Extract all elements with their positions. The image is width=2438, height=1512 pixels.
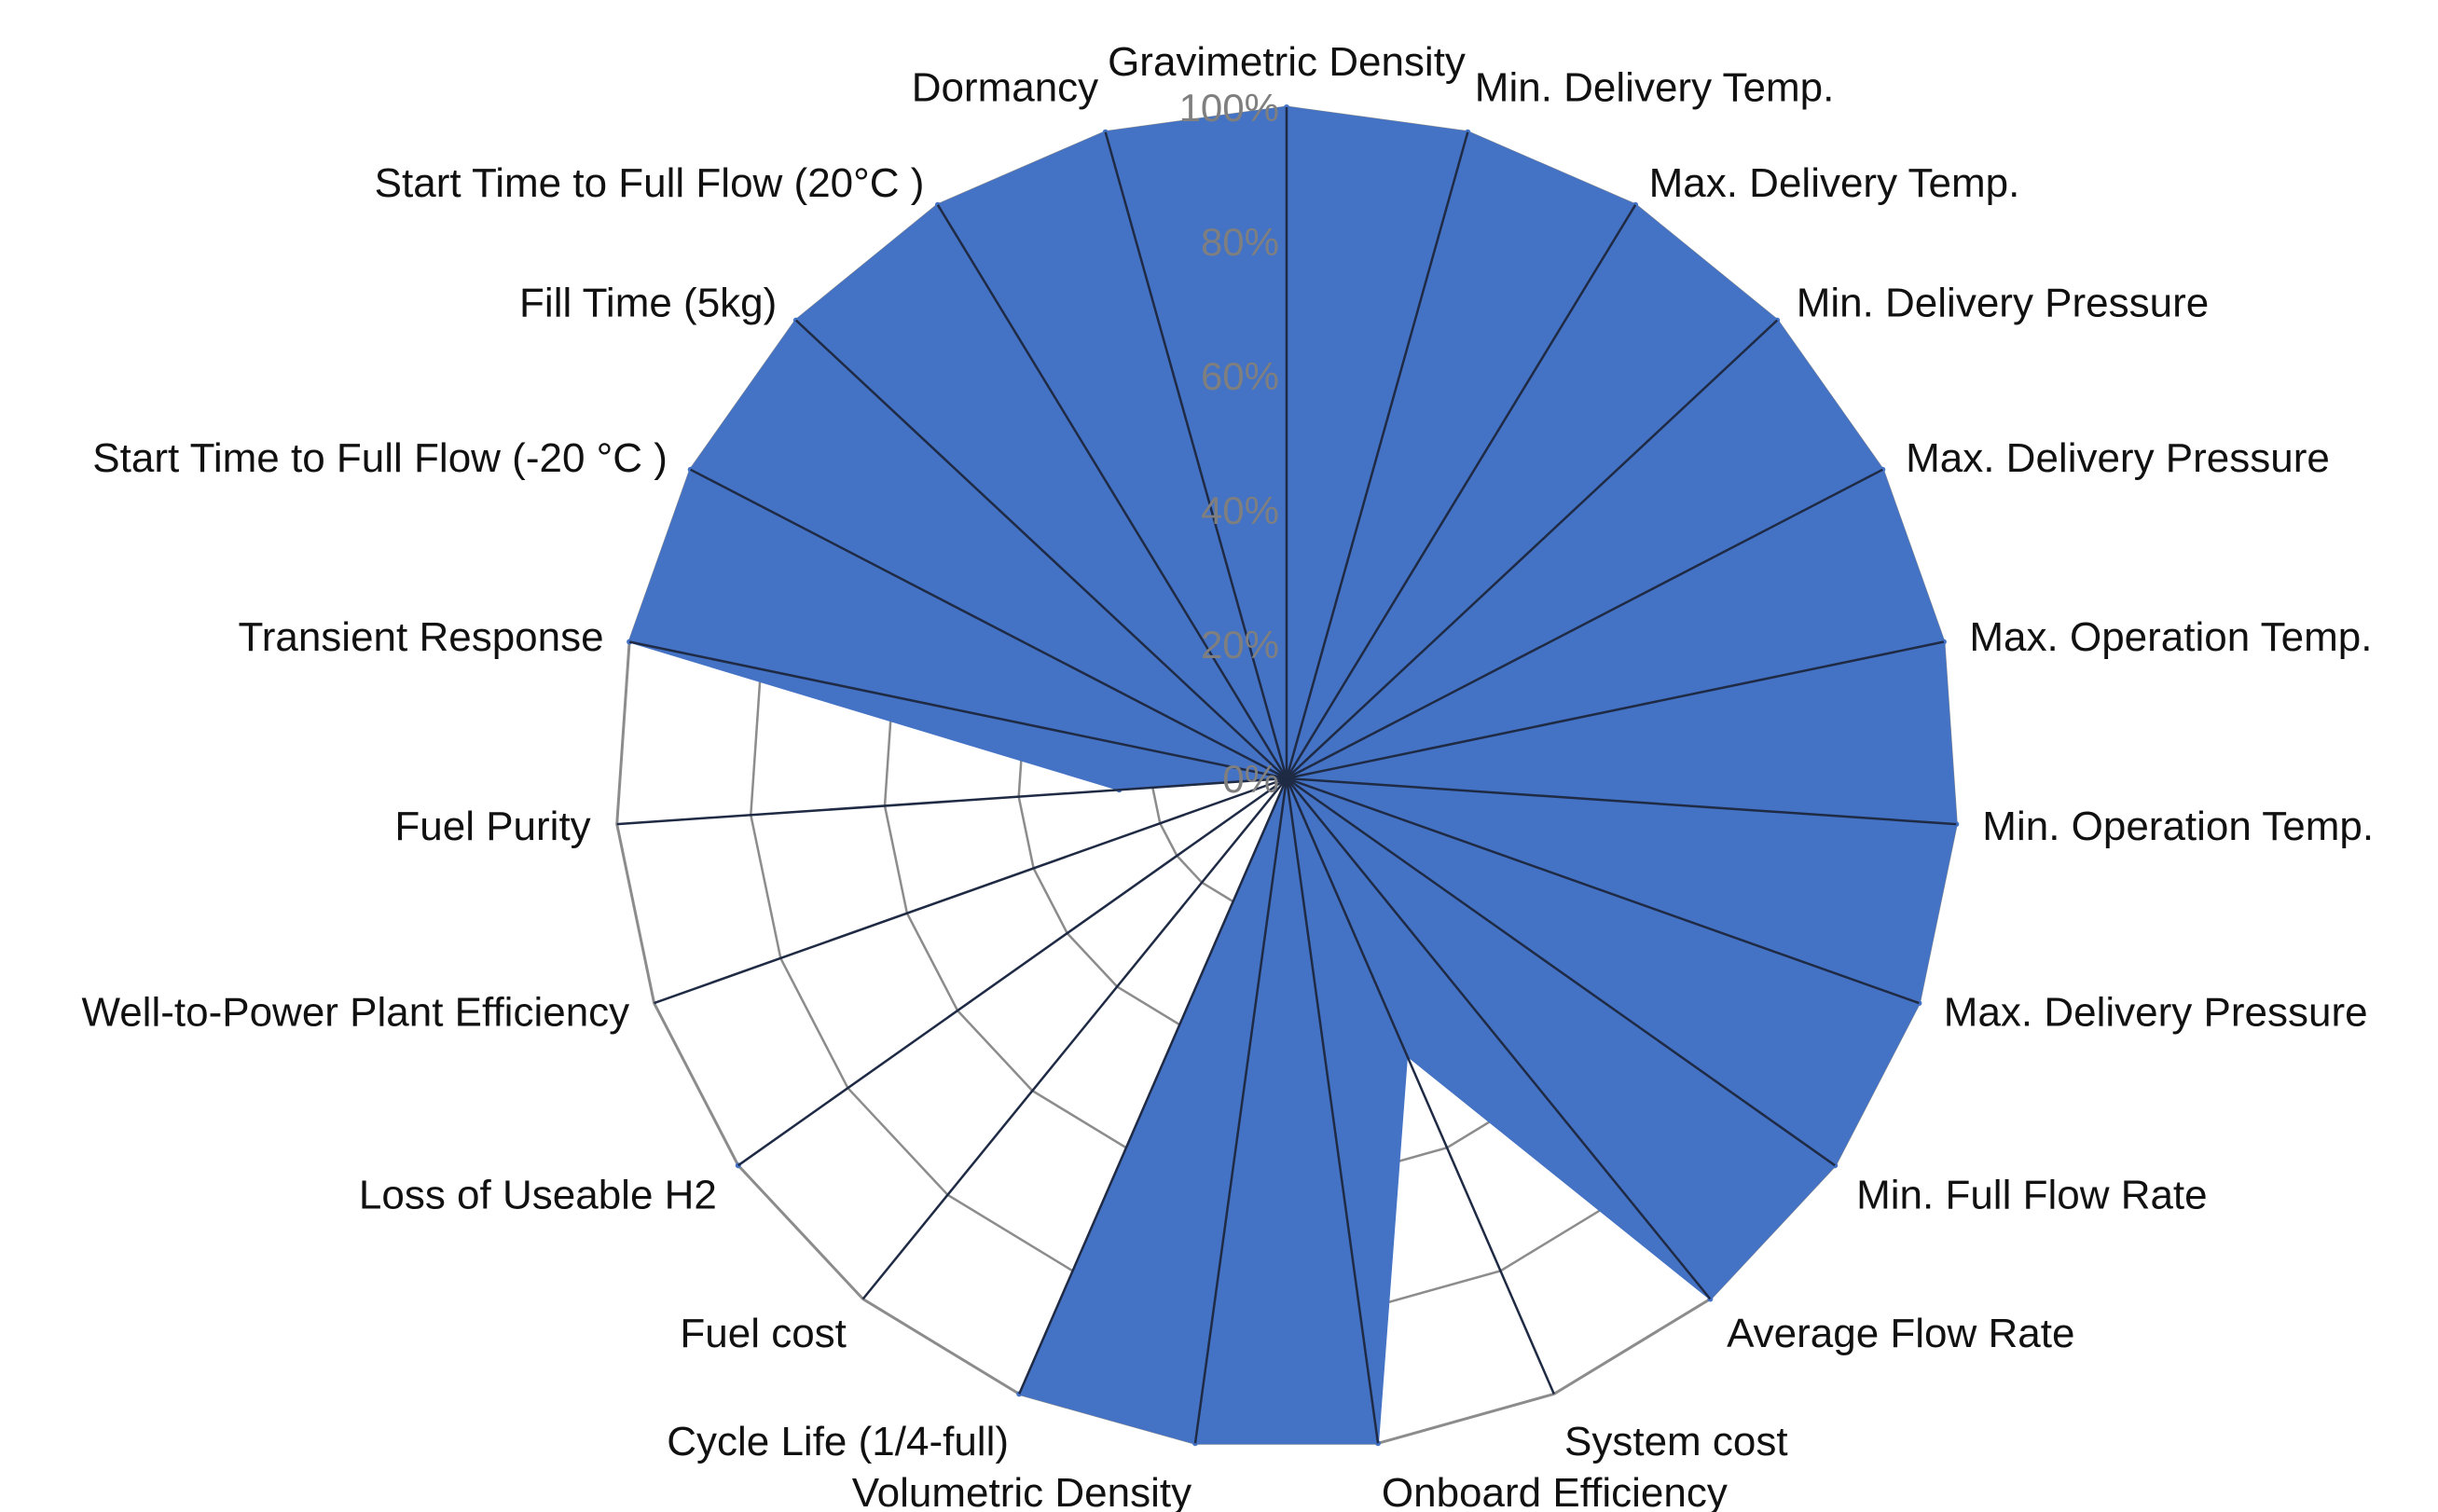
category-label: Transient Response	[238, 614, 603, 660]
axis-spoke	[1018, 777, 1288, 1395]
category-label: Max. Delivery Pressure	[1944, 990, 2368, 1036]
category-label: Onboard Efficiency	[1382, 1470, 1728, 1512]
axis-spoke	[861, 777, 1288, 1300]
axis-spoke	[1104, 131, 1288, 779]
tick-label: 0%	[1222, 757, 1279, 801]
category-label: Dormancy	[912, 65, 1099, 111]
axis-spoke	[1285, 204, 1637, 779]
category-label: Well-to-Power Plant Efficiency	[81, 990, 629, 1036]
category-label: Max. Delivery Pressure	[1906, 435, 2330, 481]
tick-label: 40%	[1201, 488, 1279, 532]
category-label: Min. Delivery Temp.	[1475, 65, 1835, 111]
axis-spoke	[1286, 640, 1945, 780]
category-label: Max. Operation Temp.	[1969, 614, 2372, 660]
category-label: Fuel cost	[680, 1311, 847, 1356]
category-label: Gravimetric Density	[1108, 39, 1466, 85]
axis-spoke	[1286, 319, 1779, 779]
category-label: Cycle Life (1/4-full)	[667, 1419, 1009, 1464]
axis-spoke	[690, 468, 1288, 780]
category-label: Min. Full Flow Rate	[1856, 1172, 2208, 1217]
tick-label: 100%	[1179, 86, 1279, 130]
category-label: Min. Operation Temp.	[1982, 804, 2374, 849]
axis-spoke	[1286, 777, 1920, 1005]
axis-spoke	[1286, 777, 1712, 1300]
category-label: Fuel Purity	[394, 804, 590, 849]
axis-spoke	[737, 777, 1288, 1167]
category-label: Min. Delivery Pressure	[1797, 281, 2210, 326]
category-label: Start Time to Full Flow (-20 °C )	[92, 435, 668, 481]
tick-label: 20%	[1201, 623, 1279, 667]
axis-spoke	[616, 777, 1288, 826]
tick-label: 80%	[1201, 220, 1279, 264]
category-label: Average Flow Rate	[1727, 1311, 2074, 1356]
axis-spoke	[1193, 777, 1288, 1444]
axis-spoke	[1285, 131, 1469, 779]
axis-spoke	[1286, 777, 1957, 826]
axis-spoke	[1286, 468, 1883, 780]
category-label: System cost	[1564, 1419, 1788, 1464]
tick-label: 60%	[1201, 354, 1279, 398]
category-label: Max. Delivery Temp.	[1649, 160, 2020, 206]
axis-spoke	[936, 204, 1288, 779]
axis-spoke	[1285, 777, 1555, 1395]
axis-spoke	[1286, 777, 1836, 1167]
axis-spoke	[628, 640, 1288, 780]
radar-tick-labels: 0% 20% 40% 60% 80% 100%	[1179, 86, 1279, 801]
radar-spokes	[616, 107, 1957, 1444]
axis-spoke	[794, 319, 1288, 779]
category-label: Fill Time (5kg)	[519, 281, 777, 326]
axis-spoke	[1285, 777, 1380, 1444]
category-label: Start Time to Full Flow (20°C )	[375, 160, 925, 206]
axis-spoke	[654, 777, 1288, 1005]
category-label: Volumetric Density	[852, 1470, 1191, 1512]
category-label: Loss of Useable H2	[359, 1172, 717, 1217]
